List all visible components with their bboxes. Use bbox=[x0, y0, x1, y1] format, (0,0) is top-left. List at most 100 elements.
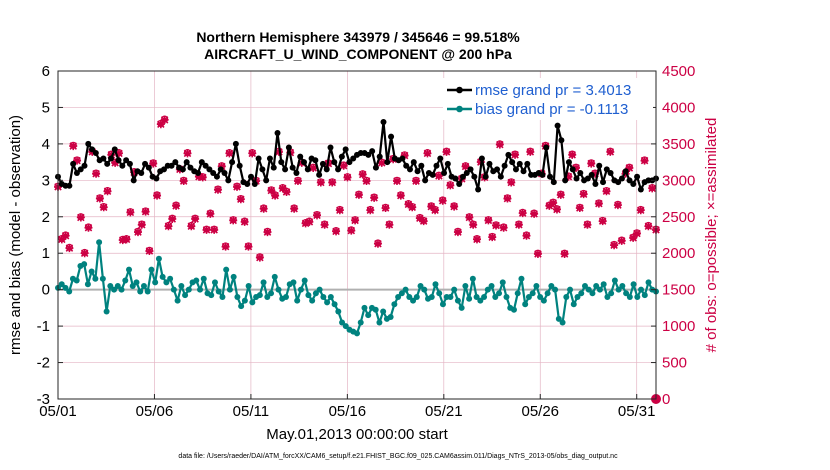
y-tick-label: 3 bbox=[42, 172, 50, 189]
bias-point bbox=[241, 297, 248, 304]
legend-bias-label: bias grand pr = -0.1113 bbox=[475, 101, 628, 118]
obs-assimilated-marker bbox=[514, 220, 523, 229]
bias-point bbox=[406, 293, 413, 300]
obs-assimilated-marker bbox=[404, 200, 413, 209]
obs-assimilated-marker bbox=[313, 211, 322, 220]
obs-assimilated-marker bbox=[210, 225, 219, 234]
obs-assimilated-marker bbox=[632, 229, 641, 238]
obs-assimilated-marker bbox=[579, 190, 588, 199]
y-right-axis-label: # of obs: o=possible; ×=assimilated bbox=[703, 118, 720, 353]
rmse-point bbox=[558, 137, 565, 144]
obs-assimilated-marker bbox=[572, 163, 581, 172]
plot-area bbox=[58, 71, 656, 399]
rmse-point bbox=[388, 133, 395, 140]
rmse-point bbox=[335, 166, 342, 173]
obs-assimilated-marker bbox=[362, 177, 371, 186]
obs-assimilated-marker bbox=[518, 209, 527, 218]
bias-point bbox=[548, 283, 555, 290]
rmse-point bbox=[70, 160, 77, 167]
bias-point bbox=[421, 286, 428, 293]
rmse-point bbox=[100, 155, 107, 162]
obs-assimilated-marker bbox=[503, 194, 512, 203]
rmse-point bbox=[376, 153, 383, 160]
obs-assimilated-marker bbox=[172, 201, 181, 210]
rmse-point bbox=[304, 166, 311, 173]
rmse-point bbox=[550, 179, 557, 186]
rmse-point bbox=[418, 162, 425, 169]
rmse-point bbox=[547, 173, 554, 180]
obs-assimilated-marker bbox=[472, 235, 481, 244]
obs-assimilated-marker bbox=[259, 204, 268, 213]
x-tick-label: 05/16 bbox=[329, 403, 367, 420]
obs-assimilated-marker bbox=[301, 219, 310, 228]
rmse-point bbox=[607, 170, 614, 177]
obs-assimilated-marker bbox=[133, 228, 142, 237]
rmse-point bbox=[478, 155, 485, 162]
y-right-tick-label: 0 bbox=[662, 391, 670, 408]
bias-point bbox=[641, 292, 648, 299]
obs-assimilated-marker bbox=[84, 223, 93, 232]
bias-point bbox=[92, 275, 99, 282]
obs-assimilated-marker bbox=[92, 169, 101, 178]
obs-assimilated-marker bbox=[343, 173, 352, 182]
bias-point bbox=[305, 292, 312, 299]
bias-point bbox=[372, 306, 379, 313]
obs-assimilated-marker bbox=[69, 142, 78, 151]
bias-point bbox=[514, 290, 521, 297]
bias-point bbox=[107, 283, 114, 290]
rmse-point bbox=[77, 166, 84, 173]
obs-assimilated-marker bbox=[568, 150, 577, 159]
rmse-point bbox=[274, 129, 281, 136]
obs-assimilated-marker bbox=[381, 204, 390, 213]
bias-point bbox=[357, 319, 364, 326]
obs-assimilated-marker bbox=[236, 195, 245, 204]
bias-point bbox=[481, 293, 488, 300]
rmse-point bbox=[338, 153, 345, 160]
bias-point bbox=[126, 266, 133, 273]
bias-point bbox=[555, 315, 562, 322]
bias-point bbox=[638, 286, 645, 293]
rmse-point bbox=[637, 186, 644, 193]
obs-assimilated-marker bbox=[640, 156, 649, 165]
rmse-point bbox=[482, 173, 489, 180]
bias-point bbox=[167, 275, 174, 282]
bias-point bbox=[275, 286, 282, 293]
bias-point bbox=[518, 275, 525, 282]
rmse-point bbox=[584, 175, 591, 182]
bias-point bbox=[593, 283, 600, 290]
rmse-point bbox=[331, 159, 338, 166]
rmse-point bbox=[126, 160, 133, 167]
rmse-point bbox=[259, 166, 266, 173]
rmse-point bbox=[107, 155, 114, 162]
bias-point bbox=[331, 301, 338, 308]
rmse-point bbox=[634, 173, 641, 180]
rmse-point bbox=[342, 146, 349, 153]
obs-assimilated-marker bbox=[168, 214, 177, 223]
obs-assimilated-marker bbox=[145, 247, 154, 256]
chart-title: Northern Hemisphere 343979 / 345646 = 99… bbox=[196, 29, 520, 45]
bias-point bbox=[339, 319, 346, 326]
obs-assimilated-marker bbox=[335, 206, 344, 215]
obs-assimilated-marker bbox=[240, 217, 249, 226]
bias-point bbox=[297, 286, 304, 293]
obs-assimilated-marker bbox=[206, 209, 215, 218]
rmse-point bbox=[293, 170, 300, 177]
obs-assimilated-marker bbox=[309, 163, 318, 172]
obs-assimilated-marker bbox=[606, 147, 615, 156]
obs-assimilated-marker bbox=[484, 216, 493, 225]
rmse-point bbox=[509, 159, 516, 166]
bias-point bbox=[574, 293, 581, 300]
bias-point bbox=[578, 290, 585, 297]
y-right-axis-ticks: 4500 4000 3500 3000 2500 2000 1500 1000 500 0 bbox=[651, 63, 695, 408]
obs-assimilated-marker bbox=[465, 213, 474, 222]
y-tick-label: 0 bbox=[42, 282, 50, 299]
rmse-point bbox=[452, 175, 459, 182]
obs-assimilated-marker bbox=[278, 184, 287, 193]
bias-point bbox=[226, 286, 233, 293]
rmse-point bbox=[255, 155, 262, 162]
obs-assimilated-marker bbox=[385, 220, 394, 229]
y-tick-label: 5 bbox=[42, 99, 50, 116]
rmse-point bbox=[410, 159, 417, 166]
obs-assimilated-marker bbox=[377, 158, 386, 167]
rmse-point bbox=[221, 170, 228, 177]
